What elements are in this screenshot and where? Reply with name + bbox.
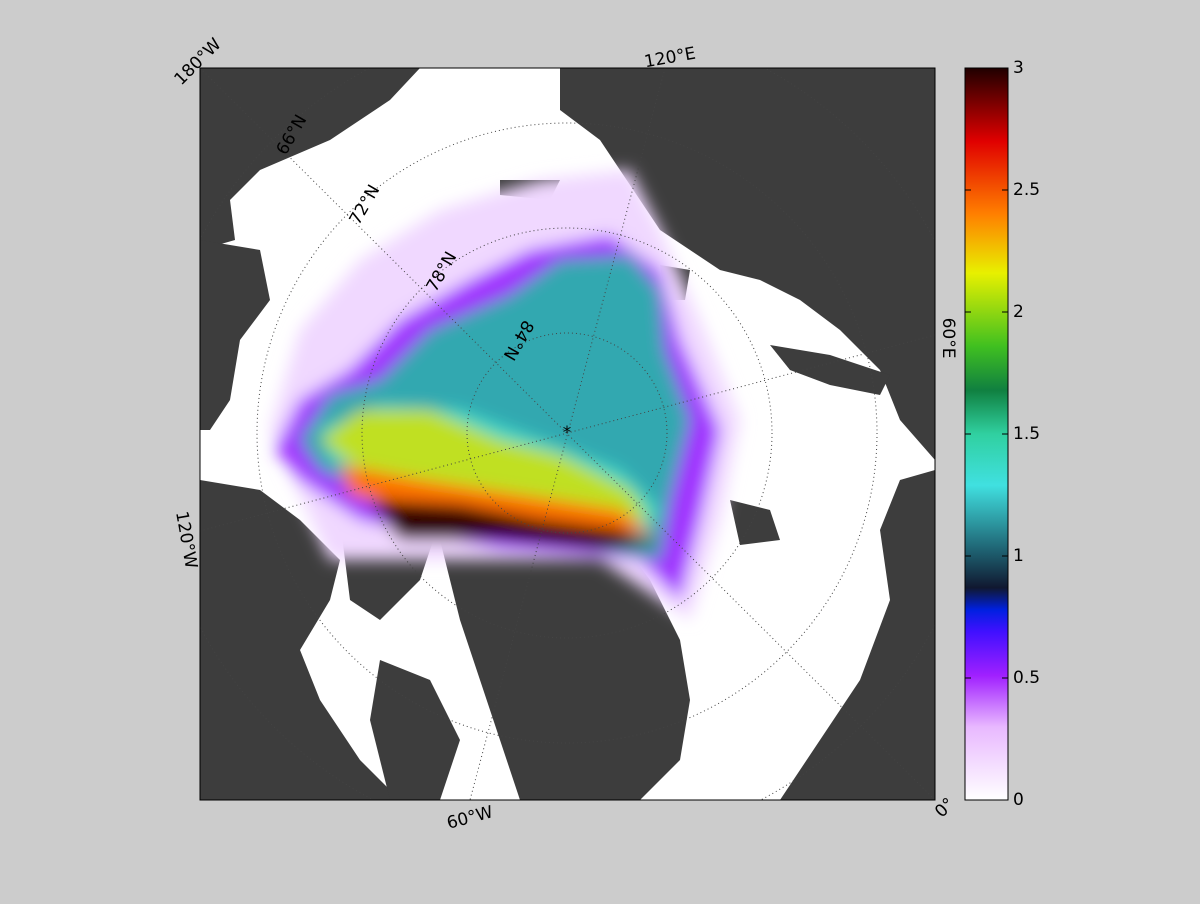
land	[440, 520, 690, 800]
land	[200, 480, 400, 800]
land	[200, 68, 420, 250]
colorbar	[964, 67, 1009, 801]
colorbar-tick-label: 2	[1013, 302, 1024, 322]
land	[770, 345, 890, 395]
meridian-label: 60°W	[445, 802, 496, 834]
land	[370, 660, 460, 800]
colorbar-tick-label: 0.5	[1013, 668, 1040, 688]
land	[560, 68, 935, 460]
colorbar-tick-label: 1	[1013, 546, 1024, 566]
land	[780, 470, 935, 800]
sea-ice	[270, 170, 740, 620]
colorbar-ticks: 0 0.5 1 1.5 2 2.5 3	[965, 58, 1040, 810]
meridian-label: 60°E	[938, 318, 958, 359]
map-frame	[199, 67, 936, 801]
colorbar-tick-label: 3	[1013, 58, 1024, 78]
map: *	[200, 68, 935, 800]
pole-marker: *	[563, 423, 572, 443]
land	[730, 500, 780, 545]
graticule	[200, 68, 935, 800]
colorbar-tick-label: 1.5	[1013, 424, 1040, 444]
meridian-label: 120°W	[171, 510, 201, 571]
land	[200, 240, 270, 430]
colorbar-tick-label: 0	[1013, 790, 1024, 810]
colorbar-tick-label: 2.5	[1013, 180, 1040, 200]
